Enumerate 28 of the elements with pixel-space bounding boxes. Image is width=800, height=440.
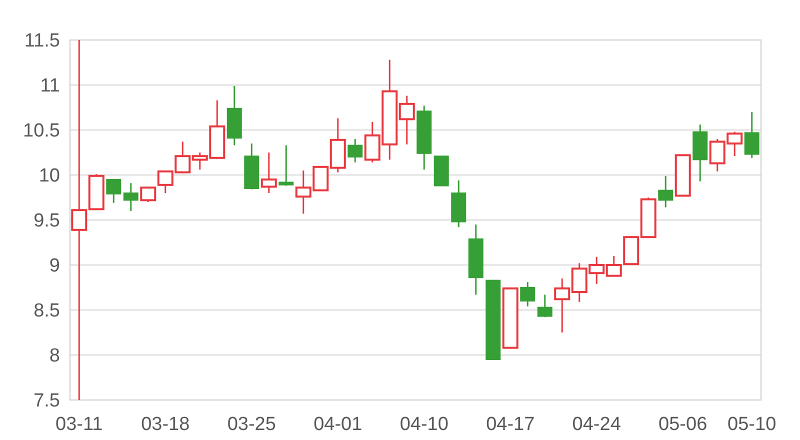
x-tick-label: 04-10 <box>400 414 448 435</box>
candlestick <box>123 182 138 212</box>
y-tick-label: 10.5 <box>23 120 60 142</box>
candlestick <box>744 111 760 159</box>
y-tick-label: 10 <box>38 166 60 187</box>
candlestick <box>537 294 552 318</box>
y-tick-label: 9.5 <box>34 210 60 232</box>
candlestick <box>278 144 294 187</box>
y-tick-label: 11.5 <box>24 30 60 52</box>
candlestick <box>106 178 122 204</box>
x-tick-label: 03-18 <box>141 414 190 435</box>
x-tick-label: 04-24 <box>572 414 622 435</box>
candlestick <box>520 281 536 308</box>
x-tick-label: 05-06 <box>658 414 708 435</box>
candlestick <box>658 175 674 208</box>
x-tick-label: 03-11 <box>56 414 103 435</box>
x-tick-label: 04-17 <box>486 414 535 435</box>
x-tick-label: 05-10 <box>728 414 776 435</box>
x-tick-label: 03-25 <box>227 414 276 435</box>
y-tick-label: 8.5 <box>34 300 60 322</box>
y-tick-label: 9 <box>49 256 60 277</box>
x-tick-label: 04-01 <box>314 414 362 435</box>
y-tick-label: 7.5 <box>34 390 60 412</box>
candlestick <box>260 152 277 194</box>
y-tick-label: 8 <box>49 346 60 367</box>
candlestick <box>140 186 156 203</box>
candlestick <box>348 138 363 164</box>
y-tick-label: 11 <box>40 76 60 97</box>
